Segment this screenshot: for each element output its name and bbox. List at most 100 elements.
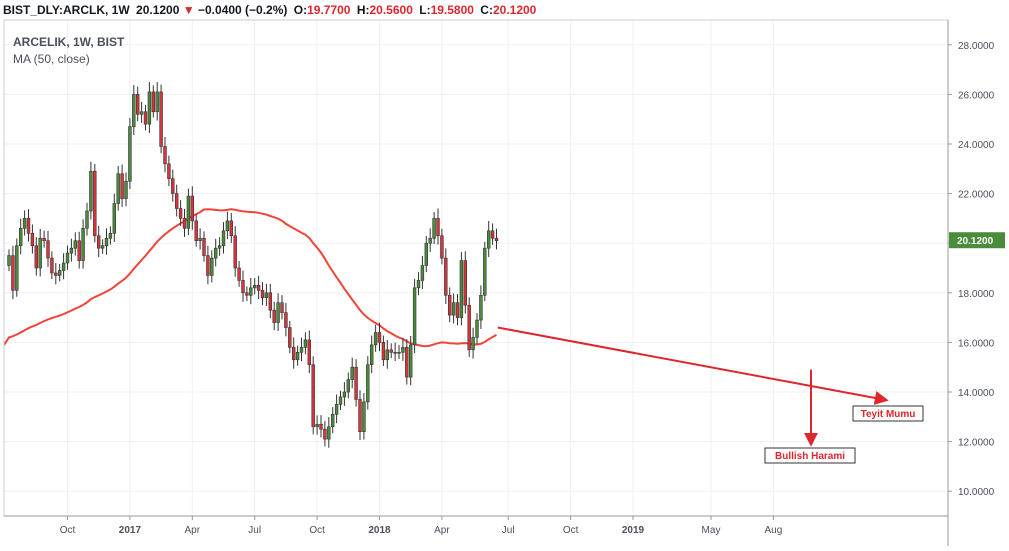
candle (334, 394, 339, 424)
candle (264, 283, 269, 306)
candle-body-down (245, 292, 249, 296)
candle (171, 169, 175, 202)
candle (11, 245, 15, 300)
candle-body-up (393, 352, 397, 354)
x-tick-label: Oct (563, 525, 579, 536)
candle (73, 232, 78, 256)
y-tick-label: 24.0000 (958, 140, 995, 151)
candle-body-up (210, 257, 214, 276)
candle (358, 390, 362, 440)
candle-body-down (54, 272, 58, 276)
candle (178, 200, 183, 226)
annotations: Teyit Mumu Bullish Harami (497, 326, 924, 464)
candle-body-up (253, 285, 257, 289)
legend-indicator[interactable]: MA (50, close) (13, 52, 90, 66)
candle-body-up (483, 247, 487, 296)
candle (327, 417, 331, 448)
candle (65, 245, 70, 270)
candle (467, 297, 471, 357)
candle-body-up (100, 245, 105, 249)
candle (233, 226, 237, 277)
candle (194, 214, 198, 247)
candle (338, 390, 343, 411)
candle (7, 249, 11, 272)
candle-body-down (354, 366, 358, 400)
candle (210, 250, 214, 283)
candle (447, 287, 452, 323)
candle (432, 211, 436, 245)
candle-body-up (38, 237, 42, 269)
candle-body-up (124, 180, 128, 199)
candle (475, 313, 479, 344)
candle-body-down (26, 218, 31, 234)
candle (46, 230, 50, 267)
x-tick-label: 2017 (119, 525, 142, 536)
candle-body-up (432, 218, 436, 239)
candle (428, 228, 432, 253)
candle (42, 230, 46, 248)
candle-body-down (311, 364, 315, 428)
x-tick-label: Apr (434, 525, 450, 536)
candle-body-down (494, 237, 499, 242)
candle-body-down (358, 399, 362, 432)
high-label: H: (356, 3, 370, 17)
candle (229, 212, 233, 243)
candle-body-down (323, 428, 327, 440)
candle-body-up (18, 228, 23, 246)
candle-body-up (104, 237, 109, 246)
candle (120, 164, 124, 207)
candle-body-up (459, 260, 464, 318)
candle (291, 337, 296, 369)
candle (362, 393, 366, 440)
teyit-box (852, 405, 924, 422)
candle (18, 218, 23, 255)
candle (245, 286, 249, 301)
candle (124, 172, 128, 207)
candle (436, 208, 440, 245)
candle-body-down (171, 178, 175, 194)
candle-body-up (147, 91, 152, 125)
candle (295, 345, 300, 366)
close-label: C: (480, 3, 493, 17)
candle (81, 219, 85, 269)
candle (366, 356, 370, 410)
candle-body-down (178, 208, 183, 219)
candle-body-down (377, 332, 382, 343)
candle-body-up (327, 426, 331, 440)
x-tick-label: Jul (502, 525, 515, 536)
candle (132, 85, 136, 136)
candle-body-up (264, 292, 269, 299)
candle (440, 228, 444, 265)
candle (346, 372, 350, 399)
candle (225, 211, 230, 240)
candle (459, 251, 464, 326)
candle-body-up (61, 262, 66, 271)
candle-body-up (81, 228, 85, 261)
x-tick-label: 2018 (368, 525, 391, 536)
candle-body-down (206, 255, 210, 276)
candle (268, 283, 272, 319)
symbol-label: BIST_DLY:ARCLK, 1W (3, 3, 130, 17)
candle-body-up (366, 364, 370, 403)
y-tick-label: 26.0000 (958, 90, 995, 101)
candle (307, 330, 311, 374)
candle-body-up (73, 240, 78, 249)
candle-body-up (221, 230, 226, 246)
candle-body-up (85, 210, 89, 229)
candle-body-up (249, 287, 253, 296)
candle-body-down (237, 267, 241, 281)
candle-body-up (397, 352, 401, 354)
candle (155, 82, 159, 121)
candle-body-down (77, 240, 81, 261)
candle (116, 165, 120, 211)
candle (444, 248, 448, 305)
candle-body-up (22, 218, 27, 229)
candle-body-down (42, 237, 46, 242)
candle (494, 228, 499, 250)
candle (241, 270, 245, 302)
candle (61, 253, 66, 280)
candle (381, 335, 386, 366)
candle (198, 228, 202, 250)
